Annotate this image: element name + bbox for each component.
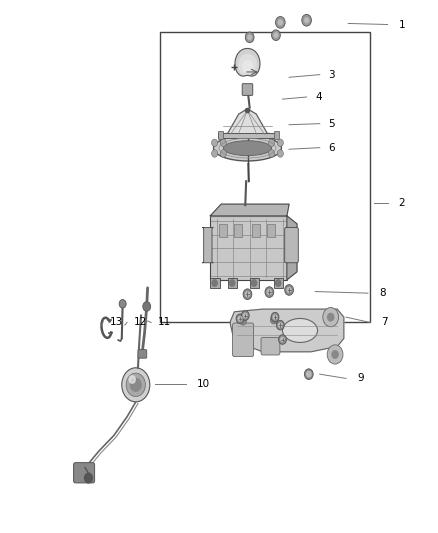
Circle shape xyxy=(244,313,247,318)
FancyBboxPatch shape xyxy=(233,323,254,357)
Circle shape xyxy=(279,20,282,25)
Circle shape xyxy=(85,473,92,483)
Circle shape xyxy=(302,14,311,26)
Text: 1: 1 xyxy=(399,20,405,29)
Polygon shape xyxy=(230,309,344,352)
Circle shape xyxy=(236,314,244,324)
Text: 2: 2 xyxy=(399,198,405,207)
Circle shape xyxy=(238,317,242,321)
Bar xyxy=(219,224,227,237)
Circle shape xyxy=(287,288,291,292)
Bar xyxy=(267,224,275,237)
Polygon shape xyxy=(210,204,289,216)
Circle shape xyxy=(212,139,218,147)
Circle shape xyxy=(220,150,226,157)
Circle shape xyxy=(279,323,282,327)
Text: 6: 6 xyxy=(328,143,335,152)
Text: 7: 7 xyxy=(381,318,388,327)
Text: 8: 8 xyxy=(379,288,385,298)
Bar xyxy=(234,224,242,237)
Bar xyxy=(274,278,283,288)
Circle shape xyxy=(285,285,293,295)
Circle shape xyxy=(328,313,334,321)
Bar xyxy=(160,32,370,322)
Circle shape xyxy=(307,372,311,377)
Circle shape xyxy=(305,18,308,22)
Bar xyxy=(252,224,260,237)
FancyBboxPatch shape xyxy=(210,216,287,280)
Circle shape xyxy=(245,32,254,43)
Circle shape xyxy=(272,30,280,41)
Circle shape xyxy=(243,289,252,300)
Circle shape xyxy=(131,378,141,391)
Bar xyxy=(274,131,279,139)
Circle shape xyxy=(274,33,278,37)
Ellipse shape xyxy=(223,141,272,156)
Circle shape xyxy=(332,351,338,358)
Circle shape xyxy=(122,368,150,402)
FancyBboxPatch shape xyxy=(261,337,280,355)
Circle shape xyxy=(323,308,339,327)
Text: 12: 12 xyxy=(134,318,147,327)
Ellipse shape xyxy=(213,135,281,161)
Circle shape xyxy=(212,150,218,157)
Circle shape xyxy=(126,373,145,397)
Bar xyxy=(228,278,237,288)
Circle shape xyxy=(267,290,271,295)
Polygon shape xyxy=(238,54,257,75)
Circle shape xyxy=(327,345,343,364)
FancyBboxPatch shape xyxy=(242,84,253,95)
Polygon shape xyxy=(287,216,297,280)
Text: 9: 9 xyxy=(357,374,364,383)
Circle shape xyxy=(129,376,135,383)
Circle shape xyxy=(273,315,277,319)
FancyBboxPatch shape xyxy=(138,350,147,358)
Text: 5: 5 xyxy=(328,119,335,128)
Circle shape xyxy=(248,35,251,39)
Text: 4: 4 xyxy=(315,92,322,102)
Circle shape xyxy=(276,280,281,286)
Circle shape xyxy=(279,335,286,344)
Circle shape xyxy=(281,337,284,342)
FancyBboxPatch shape xyxy=(202,228,213,263)
Circle shape xyxy=(119,300,126,308)
Bar xyxy=(218,133,277,138)
FancyBboxPatch shape xyxy=(285,228,298,263)
Polygon shape xyxy=(219,109,276,134)
Text: 11: 11 xyxy=(158,318,171,327)
Circle shape xyxy=(143,302,151,311)
Polygon shape xyxy=(235,49,260,76)
Bar xyxy=(250,278,259,288)
Circle shape xyxy=(245,292,249,296)
Ellipse shape xyxy=(283,318,318,343)
Text: 13: 13 xyxy=(110,318,123,327)
Circle shape xyxy=(304,369,313,379)
Circle shape xyxy=(271,312,279,322)
Circle shape xyxy=(220,139,226,147)
Bar xyxy=(218,131,223,139)
Text: 10: 10 xyxy=(197,379,210,389)
Circle shape xyxy=(268,139,275,147)
Circle shape xyxy=(268,150,275,157)
Circle shape xyxy=(276,17,285,28)
Circle shape xyxy=(251,280,257,286)
Circle shape xyxy=(212,280,217,286)
Circle shape xyxy=(230,280,235,286)
Circle shape xyxy=(241,311,249,320)
Circle shape xyxy=(277,150,283,157)
Circle shape xyxy=(270,316,277,324)
Circle shape xyxy=(276,320,284,330)
Text: 3: 3 xyxy=(328,70,335,79)
Polygon shape xyxy=(242,60,253,72)
Bar xyxy=(210,278,220,288)
FancyBboxPatch shape xyxy=(74,463,95,483)
Circle shape xyxy=(277,139,283,147)
Circle shape xyxy=(265,287,274,297)
Circle shape xyxy=(240,317,247,325)
